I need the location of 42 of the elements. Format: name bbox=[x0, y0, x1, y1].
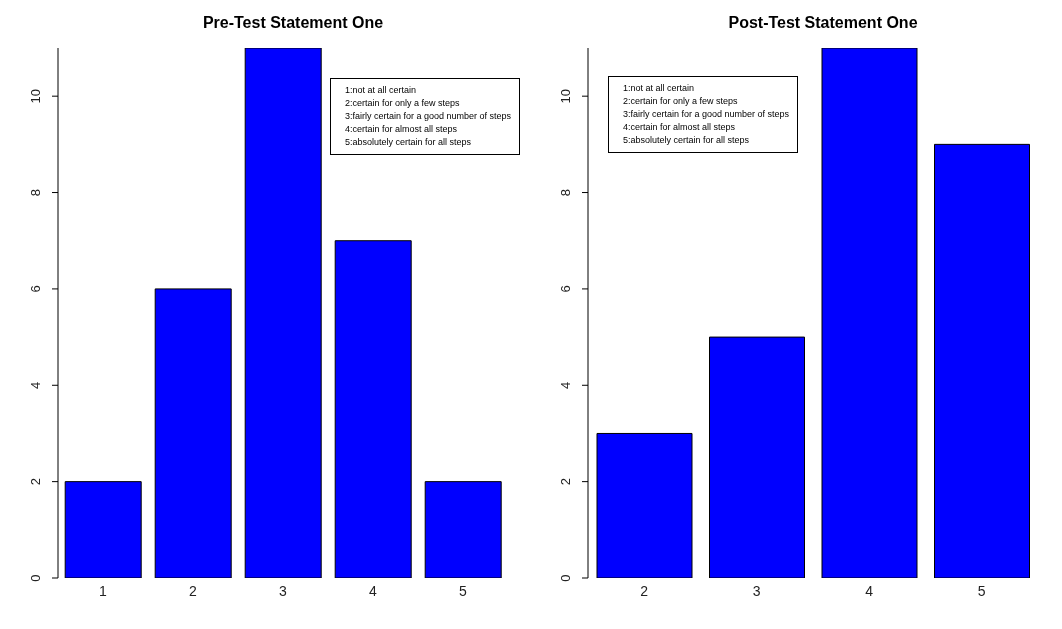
annotation: 1:not at all certain bbox=[345, 84, 418, 97]
y-tick-label: 8 bbox=[28, 188, 43, 197]
y-tick-label: 4 bbox=[558, 381, 573, 389]
chart-title: Pre-Test Statement One bbox=[201, 13, 385, 33]
x-tick-label: 5 bbox=[459, 582, 468, 599]
annotation: 5:absolutely certain for all steps bbox=[623, 134, 751, 147]
bar bbox=[709, 336, 805, 578]
annotation: 2:certain for only a few steps bbox=[345, 97, 461, 110]
y-tick-label: 2 bbox=[558, 478, 573, 486]
y-tick-label: 2 bbox=[28, 478, 43, 486]
annotation: 4:certain for almost all steps bbox=[623, 121, 737, 134]
bar bbox=[244, 48, 322, 578]
bar bbox=[64, 481, 142, 578]
bar bbox=[334, 240, 412, 578]
annotation: 4:certain for almost all steps bbox=[345, 123, 459, 136]
y-tick-label: 10 bbox=[28, 88, 43, 104]
bar bbox=[154, 288, 232, 578]
x-tick-label: 3 bbox=[752, 582, 761, 599]
annotation: 2:certain for only a few steps bbox=[623, 95, 739, 108]
y-tick-label: 8 bbox=[558, 188, 573, 197]
bar bbox=[596, 432, 693, 578]
x-tick-label: 3 bbox=[279, 582, 288, 599]
bar bbox=[934, 143, 1030, 578]
y-tick-label: 0 bbox=[28, 574, 43, 582]
x-tick-label: 2 bbox=[189, 582, 198, 599]
x-tick-label: 2 bbox=[640, 582, 649, 599]
bar bbox=[821, 48, 918, 578]
annotation: 1:not at all certain bbox=[623, 82, 696, 95]
bar bbox=[424, 481, 502, 578]
annotation: 3:fairly certain for a good number of steps bbox=[345, 110, 512, 123]
x-tick-label: 4 bbox=[369, 582, 378, 599]
x-tick-label: 1 bbox=[99, 582, 108, 599]
y-tick-label: 6 bbox=[558, 285, 573, 293]
x-tick-label: 4 bbox=[865, 582, 874, 599]
annotation: 3:fairly certain for a good number of steps bbox=[623, 108, 790, 121]
annotation: 5:absolutely certain for all steps bbox=[345, 136, 473, 149]
y-tick-label: 4 bbox=[28, 381, 43, 389]
y-tick-label: 0 bbox=[558, 574, 573, 582]
x-tick-label: 5 bbox=[977, 582, 986, 599]
y-tick-label: 10 bbox=[558, 88, 573, 104]
chart-title: Post-Test Statement One bbox=[727, 13, 919, 33]
y-tick-label: 6 bbox=[28, 285, 43, 293]
